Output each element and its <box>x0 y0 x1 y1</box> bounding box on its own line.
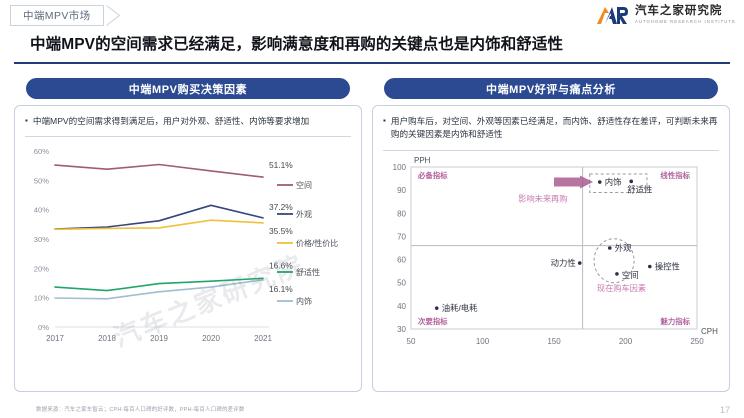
svg-text:2020: 2020 <box>202 334 220 343</box>
left-panel-bullet-text: 中端MPV的空间需求得到满足后，用户对外观、舒适性、内饰等要求增加 <box>32 116 310 126</box>
brand-logo-text: 汽车之家研究院 AUTOHOME RESEARCH INSTITUTE <box>635 6 736 24</box>
right-panel-title: 中端MPV好评与痛点分析 <box>384 78 718 99</box>
svg-text:30: 30 <box>397 325 406 334</box>
svg-text:20%: 20% <box>34 265 49 274</box>
left-panel-bullet: ▪ 中端MPV的空间需求得到满足后，用户对外观、舒适性、内饰等要求增加 <box>15 106 361 134</box>
svg-text:100: 100 <box>476 337 490 346</box>
svg-text:35.5%: 35.5% <box>269 226 293 236</box>
svg-text:CPH: CPH <box>701 327 718 336</box>
svg-text:价格/性价比: 价格/性价比 <box>296 238 338 248</box>
svg-text:50%: 50% <box>34 177 49 186</box>
svg-text:PPH: PPH <box>414 156 431 165</box>
page-number: 17 <box>719 405 730 415</box>
svg-text:空间: 空间 <box>296 180 312 190</box>
svg-text:油耗/电耗: 油耗/电耗 <box>442 303 478 313</box>
right-panel-body: ▪ 用户购车后，对空间、外观等因素已经满足，而内饰、舒适性存在差评，可判断未来再… <box>372 105 730 392</box>
bullet-dot-icon: ▪ <box>383 116 386 125</box>
breadcrumb-chevron-icon <box>106 5 121 26</box>
svg-text:空间: 空间 <box>622 270 639 280</box>
brand-logo: 汽车之家研究院 AUTOHOME RESEARCH INSTITUTE <box>595 4 736 26</box>
left-panel-title: 中端MPV购买决策因素 <box>26 78 350 99</box>
svg-text:内饰: 内饰 <box>296 296 312 306</box>
left-bullet-divider <box>25 136 351 138</box>
svg-text:现在购车因素: 现在购车因素 <box>597 282 646 292</box>
svg-text:2018: 2018 <box>98 334 116 343</box>
svg-text:魅力指标: 魅力指标 <box>660 317 690 326</box>
svg-text:操控性: 操控性 <box>655 261 680 271</box>
data-source-note: 数据来源：汽车之家车智云；CPH-每百人口碑的好评数，PPH-每百人口碑的差评数 <box>36 407 245 413</box>
line-chart: 0% 10% 20% 30% 40% 50% 60% 2017 2018 2019 2020 2021… <box>34 147 338 343</box>
svg-text:60%: 60% <box>34 147 49 156</box>
brand-name-en: AUTOHOME RESEARCH INSTITUTE <box>634 18 736 24</box>
svg-text:16.6%: 16.6% <box>269 261 293 271</box>
left-panel-body: ▪ 中端MPV的空间需求得到满足后，用户对外观、舒适性、内饰等要求增加 0% 10… <box>14 105 362 392</box>
svg-text:2019: 2019 <box>150 334 168 343</box>
scatter-chart: PPH CPH 30 40 50 60 70 80 90 100 50 100 150 200 250 必备指… <box>393 156 718 346</box>
svg-text:必备指标: 必备指标 <box>417 171 448 180</box>
svg-text:50: 50 <box>397 278 406 287</box>
svg-text:外观: 外观 <box>296 209 312 219</box>
svg-text:150: 150 <box>547 337 561 346</box>
panel-purchase-decision-factors: 中端MPV购买决策因素 ▪ 中端MPV的空间需求得到满足后，用户对外观、舒适性、… <box>14 78 362 396</box>
svg-text:动力性: 动力性 <box>551 258 576 268</box>
right-bullet-divider <box>383 149 719 151</box>
svg-text:60: 60 <box>397 255 406 264</box>
svg-text:200: 200 <box>619 337 633 346</box>
svg-text:次要指标: 次要指标 <box>418 317 448 326</box>
svg-text:90: 90 <box>397 186 406 195</box>
svg-text:舒适性: 舒适性 <box>296 267 320 277</box>
ar-logo-icon <box>595 4 629 26</box>
svg-text:16.1%: 16.1% <box>269 284 293 294</box>
svg-text:外观: 外观 <box>615 243 632 253</box>
svg-text:40: 40 <box>397 301 406 310</box>
svg-text:2021: 2021 <box>254 334 272 343</box>
svg-text:0%: 0% <box>38 323 49 332</box>
svg-text:内饰: 内饰 <box>605 177 622 187</box>
breadcrumb: 中端MPV市场 <box>10 5 104 26</box>
right-panel-bullet: ▪ 用户购车后，对空间、外观等因素已经满足，而内饰、舒适性存在差评，可判断未来再… <box>373 106 729 148</box>
bullet-dot-icon: ▪ <box>25 116 28 125</box>
page-title: 中端MPV的空间需求已经满足，影响满意度和再购的关键点也是内饰和舒适性 <box>30 36 564 53</box>
svg-text:250: 250 <box>690 337 704 346</box>
panel-praise-painpoint-analysis: 中端MPV好评与痛点分析 ▪ 用户购车后，对空间、外观等因素已经满足，而内饰、舒… <box>372 78 730 396</box>
svg-text:51.1%: 51.1% <box>269 160 293 170</box>
svg-text:80: 80 <box>397 209 406 218</box>
svg-text:影响未来再购: 影响未来再购 <box>518 193 567 203</box>
svg-text:2017: 2017 <box>46 334 64 343</box>
right-panel-bullet-text: 用户购车后，对空间、外观等因素已经满足，而内饰、舒适性存在差评，可判断未来再购的… <box>390 116 718 140</box>
svg-text:线性指标: 线性指标 <box>660 171 690 180</box>
svg-text:10%: 10% <box>34 294 49 303</box>
svg-text:30%: 30% <box>34 235 49 244</box>
svg-text:100: 100 <box>393 163 407 172</box>
brand-name-cn: 汽车之家研究院 <box>634 5 723 18</box>
svg-text:37.2%: 37.2% <box>269 202 293 212</box>
title-divider <box>14 62 730 64</box>
breadcrumb-label: 中端MPV市场 <box>23 10 91 22</box>
svg-text:舒适性: 舒适性 <box>627 184 652 194</box>
svg-text:50: 50 <box>407 337 416 346</box>
svg-text:40%: 40% <box>34 206 49 215</box>
svg-text:70: 70 <box>397 232 406 241</box>
